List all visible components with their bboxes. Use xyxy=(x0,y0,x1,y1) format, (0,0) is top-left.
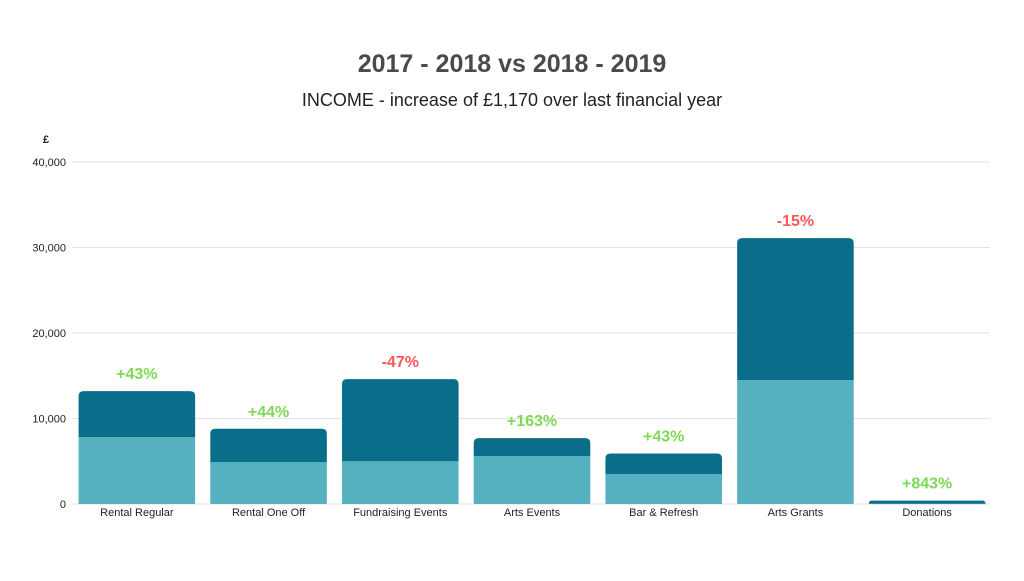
x-tick-label: Fundraising Events xyxy=(353,507,448,519)
bar-change-label: +43% xyxy=(643,429,684,446)
x-tick-label: Rental One Off xyxy=(232,507,306,519)
bar-segment-1 xyxy=(210,462,327,504)
y-tick-label: 40,000 xyxy=(32,157,66,169)
change-annotations: +43% +44% -47% +163% +43% -15% +843% xyxy=(116,213,952,492)
y-tick-label: 20,000 xyxy=(32,328,66,340)
bar-segment-2 xyxy=(737,238,854,381)
bars xyxy=(78,238,986,505)
bar-change-label: +163% xyxy=(507,413,557,430)
bar-segment-1 xyxy=(78,437,196,504)
bar-change-label: +843% xyxy=(902,476,952,493)
bar-segment-1 xyxy=(868,503,986,505)
bar-segment-2 xyxy=(605,453,722,475)
bar-change-label: +43% xyxy=(116,366,157,383)
chart-subtitle: INCOME - increase of £1,170 over last fi… xyxy=(302,90,722,110)
bar-segment-2 xyxy=(342,379,459,462)
bar-segment-2 xyxy=(210,428,327,463)
bar-segment-1 xyxy=(605,474,722,504)
x-tick-label: Rental Regular xyxy=(100,507,174,519)
bar-segment-2 xyxy=(473,438,591,457)
x-tick-label: Arts Events xyxy=(504,507,561,519)
bar-segment-1 xyxy=(473,456,591,504)
y-tick-label: 0 xyxy=(60,499,66,511)
y-axis-ticks: 0 10,000 20,000 30,000 40,000 xyxy=(32,157,66,511)
bar-segment-1 xyxy=(342,461,459,504)
bar-change-label: -15% xyxy=(777,213,814,230)
x-tick-label: Arts Grants xyxy=(768,507,824,519)
bar-segment-1 xyxy=(737,380,854,504)
y-tick-label: 10,000 xyxy=(32,414,66,426)
bar-segment-2 xyxy=(78,391,196,438)
x-tick-label: Donations xyxy=(902,507,952,519)
x-axis-ticks: Rental Regular Rental One Off Fundraising … xyxy=(100,507,952,519)
bar-change-label: -47% xyxy=(382,354,419,371)
x-tick-label: Bar & Refresh xyxy=(629,507,698,519)
bar-change-label: +44% xyxy=(248,404,289,421)
chart-title: 2017 - 2018 vs 2018 - 2019 xyxy=(358,50,667,78)
y-axis-unit-label: £ xyxy=(43,134,49,146)
bar-segment-2 xyxy=(868,500,986,504)
y-tick-label: 30,000 xyxy=(32,243,66,255)
